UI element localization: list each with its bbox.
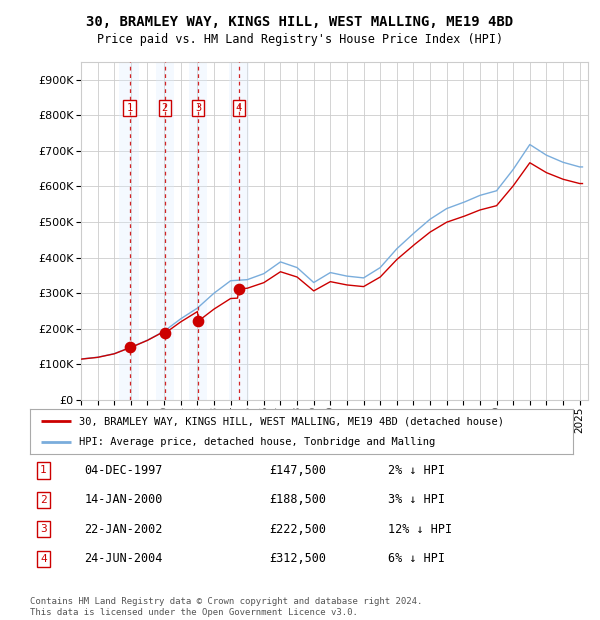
Point xyxy=(234,284,244,294)
Text: Price paid vs. HM Land Registry's House Price Index (HPI): Price paid vs. HM Land Registry's House … xyxy=(97,33,503,46)
Text: 1: 1 xyxy=(127,104,133,113)
Text: Contains HM Land Registry data © Crown copyright and database right 2024.
This d: Contains HM Land Registry data © Crown c… xyxy=(30,598,422,617)
Text: £222,500: £222,500 xyxy=(269,523,326,536)
Bar xyxy=(189,62,208,400)
Text: 3: 3 xyxy=(195,104,202,113)
Text: 30, BRAMLEY WAY, KINGS HILL, WEST MALLING, ME19 4BD: 30, BRAMLEY WAY, KINGS HILL, WEST MALLIN… xyxy=(86,16,514,30)
Bar xyxy=(229,62,249,400)
Text: 2: 2 xyxy=(161,104,168,113)
Text: 14-JAN-2000: 14-JAN-2000 xyxy=(85,494,163,507)
Text: HPI: Average price, detached house, Tonbridge and Malling: HPI: Average price, detached house, Tonb… xyxy=(79,436,435,447)
Text: 24-JUN-2004: 24-JUN-2004 xyxy=(85,552,163,565)
Bar xyxy=(156,62,174,400)
Text: 3% ↓ HPI: 3% ↓ HPI xyxy=(388,494,445,507)
Text: 2: 2 xyxy=(40,495,47,505)
Text: £312,500: £312,500 xyxy=(269,552,326,565)
Point xyxy=(160,328,170,338)
Text: £188,500: £188,500 xyxy=(269,494,326,507)
Text: 04-DEC-1997: 04-DEC-1997 xyxy=(85,464,163,477)
Text: 12% ↓ HPI: 12% ↓ HPI xyxy=(388,523,452,536)
Text: £147,500: £147,500 xyxy=(269,464,326,477)
Point xyxy=(125,342,134,352)
Text: 4: 4 xyxy=(40,554,47,564)
Bar xyxy=(119,62,139,400)
Text: 6% ↓ HPI: 6% ↓ HPI xyxy=(388,552,445,565)
Text: 2% ↓ HPI: 2% ↓ HPI xyxy=(388,464,445,477)
Point xyxy=(194,316,203,326)
Text: 1: 1 xyxy=(40,466,47,476)
Text: 4: 4 xyxy=(235,104,242,113)
Text: 30, BRAMLEY WAY, KINGS HILL, WEST MALLING, ME19 4BD (detached house): 30, BRAMLEY WAY, KINGS HILL, WEST MALLIN… xyxy=(79,416,504,427)
Text: 22-JAN-2002: 22-JAN-2002 xyxy=(85,523,163,536)
Text: 3: 3 xyxy=(40,525,47,534)
